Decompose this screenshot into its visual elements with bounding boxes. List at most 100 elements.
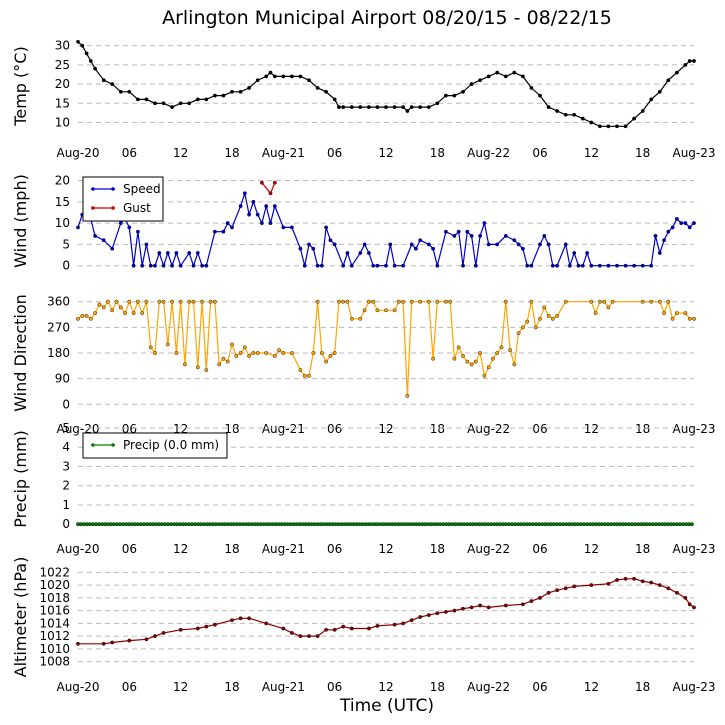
data-point — [264, 621, 269, 626]
data-point — [426, 105, 431, 110]
x-tick-label: Aug-20 — [56, 680, 99, 694]
data-point — [324, 359, 328, 364]
data-point — [555, 109, 559, 113]
data-point — [165, 342, 170, 347]
data-point — [546, 242, 551, 247]
data-point — [687, 602, 692, 607]
legend-marker — [111, 187, 115, 191]
data-point — [131, 263, 136, 268]
data-point — [606, 581, 611, 586]
data-point — [521, 325, 525, 330]
data-point — [512, 70, 517, 75]
data-point — [259, 180, 264, 185]
data-point — [593, 311, 598, 315]
data-point — [653, 233, 658, 238]
data-point — [576, 263, 581, 268]
data-point — [431, 246, 435, 251]
data-point — [148, 263, 153, 268]
data-point — [88, 59, 93, 63]
y-tick-label: 5 — [62, 237, 70, 251]
data-point — [503, 603, 508, 608]
data-point — [692, 59, 696, 63]
data-point — [572, 584, 577, 589]
data-point — [615, 263, 619, 268]
data-point — [580, 263, 585, 268]
y-tick-label: 360 — [47, 295, 70, 309]
data-point — [332, 97, 337, 102]
x-tick-label: 12 — [378, 146, 393, 160]
data-point — [319, 351, 324, 355]
data-point — [396, 299, 401, 304]
legend-marker — [91, 206, 95, 210]
data-point — [456, 229, 461, 234]
data-point — [332, 627, 337, 632]
data-point — [461, 89, 465, 94]
y-tick-label: 30 — [55, 39, 70, 53]
data-point — [362, 308, 367, 313]
data-point — [610, 299, 615, 304]
data-point — [401, 621, 405, 626]
data-point — [230, 618, 234, 623]
data-point — [435, 263, 440, 268]
data-point — [666, 299, 671, 304]
data-point — [302, 263, 307, 268]
data-point — [495, 351, 500, 355]
data-point — [486, 74, 491, 79]
data-point — [157, 251, 162, 255]
data-point — [76, 316, 80, 321]
data-point — [247, 86, 252, 90]
data-point — [687, 225, 692, 230]
x-tick-label: Aug-22 — [467, 422, 510, 436]
data-point — [456, 345, 461, 350]
x-tick-label: 18 — [635, 542, 650, 556]
data-point — [195, 251, 200, 255]
data-point — [598, 299, 602, 304]
data-point — [675, 216, 679, 221]
data-point — [272, 353, 277, 358]
data-point — [452, 233, 457, 238]
data-point — [563, 586, 568, 591]
y-tick-label: 5 — [62, 421, 70, 435]
data-point — [84, 51, 89, 56]
data-point — [123, 311, 128, 315]
x-tick-label: 12 — [584, 146, 599, 160]
x-tick-label: 18 — [635, 422, 650, 436]
data-point — [478, 78, 482, 83]
legend-marker — [91, 187, 95, 191]
data-point — [529, 263, 534, 268]
data-point — [182, 362, 187, 367]
data-point — [409, 242, 414, 247]
data-point — [281, 74, 286, 79]
data-point — [521, 602, 525, 607]
data-point — [687, 59, 692, 63]
y-tick-label: 10 — [55, 216, 70, 230]
data-point — [272, 204, 277, 209]
series-gust — [259, 180, 277, 196]
data-point — [482, 221, 487, 226]
y-tick-label: 180 — [47, 346, 70, 360]
data-point — [204, 97, 209, 102]
data-point — [589, 263, 594, 268]
data-point — [315, 86, 320, 90]
y-tick-label: 0 — [62, 397, 70, 411]
data-point — [473, 359, 478, 364]
data-point — [572, 251, 577, 255]
data-point — [358, 105, 363, 110]
series-line — [78, 578, 695, 645]
data-point — [482, 373, 487, 378]
data-point — [131, 311, 136, 315]
x-axis-label: Time (UTC) — [339, 696, 434, 716]
data-point — [324, 225, 328, 230]
data-point — [349, 105, 354, 110]
data-point — [632, 576, 636, 581]
data-point — [264, 204, 269, 209]
data-point — [212, 93, 217, 98]
data-point — [598, 263, 602, 268]
data-point — [435, 299, 440, 304]
data-point — [251, 199, 256, 204]
data-point — [443, 299, 448, 304]
data-point — [623, 124, 628, 129]
data-point — [401, 299, 405, 304]
